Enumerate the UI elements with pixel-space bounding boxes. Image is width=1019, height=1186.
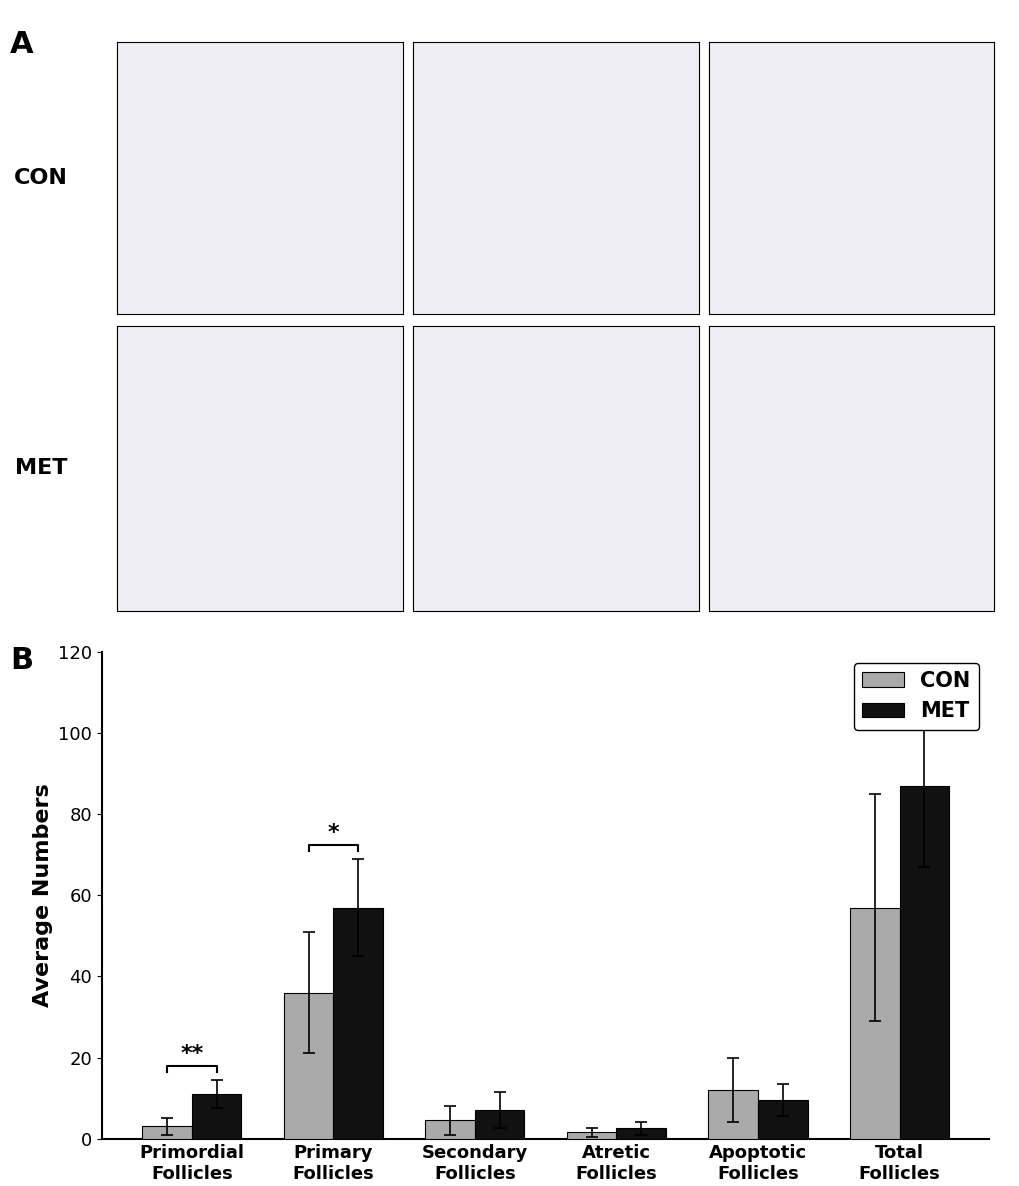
Bar [425,1121,475,1139]
Bar [475,1110,524,1139]
Text: B: B [10,646,34,675]
Y-axis label: Average Numbers: Average Numbers [33,784,53,1007]
Text: MET: MET [14,459,67,478]
Text: *: * [327,823,339,843]
Bar [192,1093,242,1139]
Text: CON: CON [14,168,67,187]
Legend: CON, MET: CON, MET [853,663,978,729]
Bar [143,1127,192,1139]
Bar [615,1128,665,1139]
Bar [333,907,382,1139]
Bar [849,907,899,1139]
Bar [567,1133,615,1139]
Bar [757,1101,807,1139]
Text: **: ** [180,1044,204,1064]
Bar [708,1090,757,1139]
Bar [899,786,948,1139]
Bar [283,993,333,1139]
Text: A: A [10,30,34,58]
